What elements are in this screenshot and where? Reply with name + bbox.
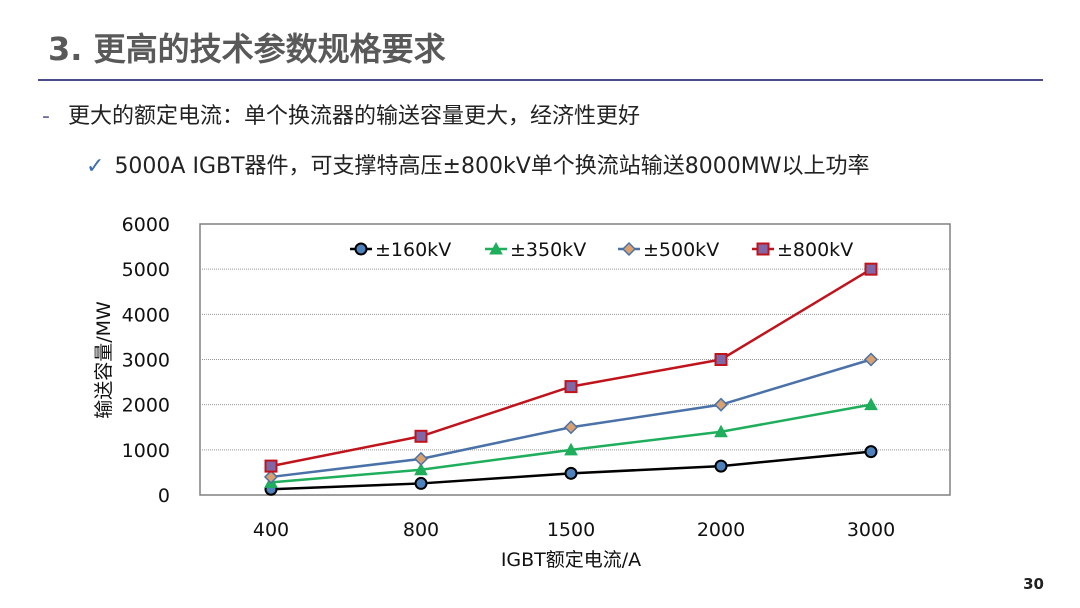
bullet-1: - 更大的额定电流：单个换流器的输送容量更大，经济性更好: [42, 98, 640, 130]
data-point: [263, 469, 279, 484]
legend-marker: [354, 242, 368, 256]
legend-marker: [621, 241, 637, 257]
data-point: [714, 424, 728, 438]
x-tick-label: 1500: [547, 519, 595, 541]
legend-label: ±500kV: [643, 239, 719, 261]
y-tick-label: 6000: [122, 214, 170, 236]
legend-label: ±350kV: [510, 239, 586, 261]
x-tick-label: 800: [403, 519, 439, 541]
data-point: [414, 462, 428, 476]
data-point: [864, 262, 878, 276]
bullet-2: ✓ 5000A IGBT器件，可支撑特高压±800kV单个换流站输送8000MW以…: [86, 148, 869, 180]
data-point: [414, 476, 428, 490]
data-point: [264, 459, 278, 473]
data-point: [863, 352, 879, 367]
y-tick-label: 3000: [122, 350, 170, 372]
checkmark-icon: ✓: [86, 154, 105, 179]
y-tick-label: 0: [158, 485, 170, 507]
bullet-1-text: 更大的额定电流：单个换流器的输送容量更大，经济性更好: [67, 104, 640, 129]
data-point: [864, 445, 878, 459]
data-point: [714, 459, 728, 473]
x-axis-label: IGBT额定电流/A: [501, 549, 641, 571]
y-tick-label: 4000: [122, 304, 170, 326]
data-point: [713, 397, 729, 412]
legend-marker: [756, 242, 770, 256]
data-point: [714, 353, 728, 366]
slide-title: 3. 更高的技术参数规格要求: [48, 30, 446, 68]
title-divider: [38, 79, 1043, 81]
data-point: [414, 429, 428, 443]
data-point: [563, 420, 579, 435]
y-tick-label: 2000: [122, 395, 170, 417]
y-tick-label: 5000: [122, 259, 170, 281]
x-tick-label: 3000: [847, 519, 895, 541]
x-tick-label: 400: [253, 519, 289, 541]
y-axis-label: 输送容量/MW: [93, 301, 115, 419]
page-number: 30: [1023, 575, 1044, 593]
legend-label: ±800kV: [777, 239, 853, 261]
data-point: [564, 380, 578, 394]
data-point: [413, 451, 429, 466]
x-tick-label: 2000: [697, 519, 745, 541]
data-point: [564, 466, 578, 480]
data-point: [564, 442, 578, 456]
legend-marker: [489, 241, 503, 255]
bullet-2-text: 5000A IGBT器件，可支撑特高压±800kV单个换流站输送8000MW以上…: [114, 154, 870, 179]
data-point: [864, 397, 878, 411]
legend-label: ±160kV: [375, 239, 451, 261]
dash-marker: -: [42, 104, 50, 129]
y-tick-label: 1000: [122, 440, 170, 462]
